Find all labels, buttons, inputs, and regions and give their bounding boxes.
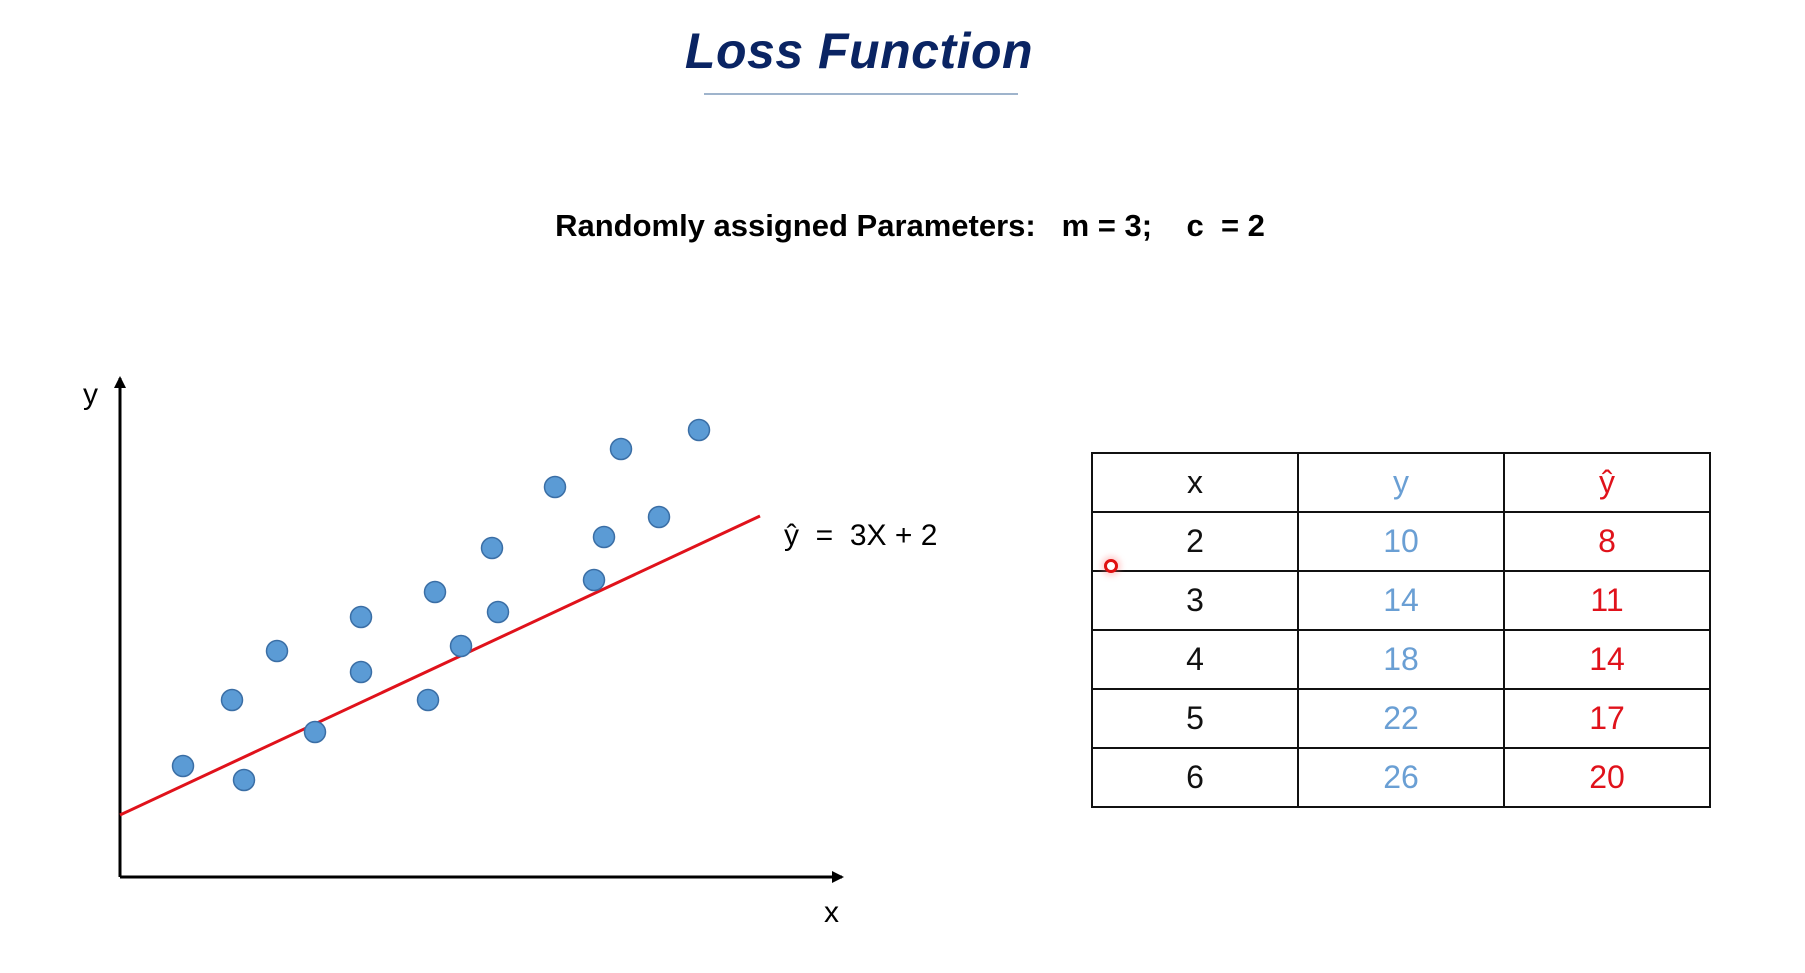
- cell-x: 2: [1091, 511, 1299, 572]
- laser-pointer-cursor: [1104, 559, 1118, 573]
- regression-line: [119, 514, 761, 817]
- scatter-point: [480, 536, 504, 560]
- cell-x: 3: [1091, 570, 1299, 631]
- cell-x: 4: [1091, 629, 1299, 690]
- scatter-plot: y x ŷ = 3X + 2: [83, 376, 937, 929]
- scatter-point: [543, 475, 567, 499]
- scatter-point: [220, 688, 244, 712]
- cell-y: 26: [1297, 747, 1505, 808]
- scatter-point: [582, 568, 606, 592]
- cell-y: 10: [1297, 511, 1505, 572]
- scatter-point: [265, 639, 289, 663]
- cell-x: 5: [1091, 688, 1299, 749]
- scatter-point: [486, 600, 510, 624]
- table-row: 6 26 20: [1091, 747, 1711, 808]
- cell-y: 18: [1297, 629, 1505, 690]
- table-header-row: x y ŷ: [1091, 452, 1711, 513]
- header-x: x: [1091, 452, 1299, 513]
- table-row: 3 14 11: [1091, 570, 1711, 631]
- parameters-text: Randomly assigned Parameters: m = 3; c =…: [555, 208, 1265, 243]
- cell-y: 22: [1297, 688, 1505, 749]
- table-row: 4 18 14: [1091, 629, 1711, 690]
- table-row: 2 10 8: [1091, 511, 1711, 572]
- scatter-points: [171, 418, 711, 792]
- scatter-point: [423, 580, 447, 604]
- scatter-point: [687, 418, 711, 442]
- values-table: x y ŷ 2 10 8 3 14 11 4 18 14 5 22 17 6 2…: [1091, 452, 1711, 808]
- cell-yhat: 8: [1503, 511, 1711, 572]
- y-axis-label: y: [83, 378, 98, 411]
- scatter-point: [349, 605, 373, 629]
- cell-yhat: 11: [1503, 570, 1711, 631]
- scatter-point: [416, 688, 440, 712]
- scatter-point: [592, 525, 616, 549]
- scatter-point: [171, 754, 195, 778]
- scatter-point: [609, 437, 633, 461]
- header-yhat: ŷ: [1503, 452, 1711, 513]
- slide-title: Loss Function: [684, 23, 1034, 79]
- scatter-point: [232, 768, 256, 792]
- cell-yhat: 20: [1503, 747, 1711, 808]
- scatter-point: [647, 505, 671, 529]
- cell-y: 14: [1297, 570, 1505, 631]
- table-row: 5 22 17: [1091, 688, 1711, 749]
- equation-label: ŷ = 3X + 2: [784, 519, 937, 552]
- scatter-point: [449, 634, 473, 658]
- header-y: y: [1297, 452, 1505, 513]
- cell-yhat: 14: [1503, 629, 1711, 690]
- cell-x: 6: [1091, 747, 1299, 808]
- scatter-point: [303, 720, 327, 744]
- cell-yhat: 17: [1503, 688, 1711, 749]
- x-axis-label: x: [824, 896, 839, 929]
- scatter-point: [349, 660, 373, 684]
- title-underline: [704, 93, 1018, 95]
